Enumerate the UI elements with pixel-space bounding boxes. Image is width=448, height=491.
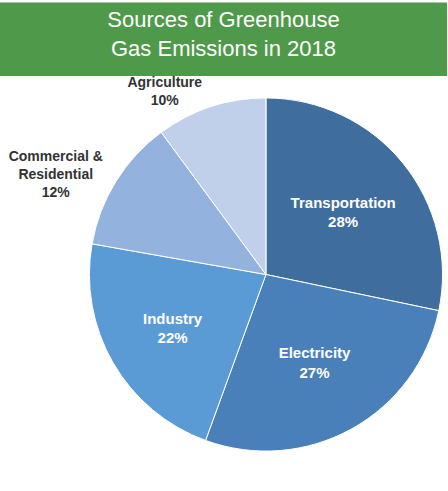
svg-text:Commercial &Residential12%: Commercial &Residential12% [9, 148, 103, 200]
svg-text:Sources of GreenhouseGas Emiss: Sources of GreenhouseGas Emissions in 20… [107, 7, 339, 61]
svg-text:Industry22%: Industry22% [143, 310, 203, 347]
svg-text:Agriculture10%: Agriculture10% [127, 74, 202, 108]
svg-text:Transportation28%: Transportation28% [291, 194, 396, 231]
svg-text:Electricity27%: Electricity27% [279, 344, 351, 381]
